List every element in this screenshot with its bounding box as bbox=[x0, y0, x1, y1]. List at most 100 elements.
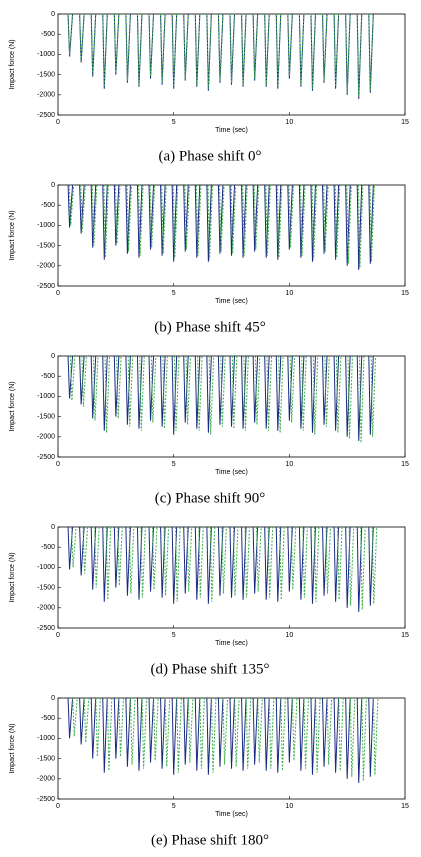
spike bbox=[275, 697, 282, 773]
y-tick-label: -2000 bbox=[37, 263, 55, 270]
spike bbox=[209, 526, 216, 602]
spike bbox=[241, 526, 247, 600]
spike bbox=[171, 184, 178, 262]
spike bbox=[194, 355, 201, 429]
spike bbox=[208, 355, 215, 435]
x-tick-label: 15 bbox=[401, 119, 409, 126]
spike bbox=[148, 355, 155, 421]
spike bbox=[90, 355, 97, 419]
spike bbox=[183, 697, 189, 765]
spike bbox=[357, 184, 364, 268]
spike bbox=[102, 355, 108, 431]
spike bbox=[287, 697, 293, 763]
spike bbox=[241, 355, 247, 429]
y-tick-label: -1000 bbox=[37, 564, 55, 571]
spike bbox=[171, 355, 178, 435]
spike bbox=[72, 697, 78, 737]
spike bbox=[93, 355, 99, 421]
y-tick-label: -2000 bbox=[37, 434, 55, 441]
spike bbox=[80, 184, 86, 232]
y-tick-label: 0 bbox=[51, 182, 55, 189]
y-tick-label: -2500 bbox=[37, 625, 55, 632]
spike bbox=[79, 697, 85, 745]
spike bbox=[175, 526, 181, 602]
y-tick-label: -2500 bbox=[37, 454, 55, 461]
spike bbox=[130, 697, 136, 765]
spike bbox=[232, 526, 239, 596]
spike bbox=[183, 184, 189, 252]
spike bbox=[69, 355, 76, 401]
spike bbox=[345, 13, 351, 93]
spike bbox=[252, 184, 259, 252]
spike bbox=[335, 355, 342, 433]
spike bbox=[79, 526, 85, 576]
spike bbox=[67, 697, 74, 739]
spike bbox=[371, 526, 378, 604]
spike bbox=[125, 355, 131, 425]
spike bbox=[148, 184, 155, 250]
x-tick-label: 0 bbox=[56, 461, 60, 468]
spike bbox=[183, 355, 189, 423]
spike bbox=[217, 355, 224, 425]
spike bbox=[268, 697, 275, 769]
spike bbox=[345, 355, 351, 437]
spike bbox=[333, 184, 340, 260]
spike bbox=[136, 13, 143, 85]
spike bbox=[90, 526, 97, 590]
x-axis-label: Time (sec) bbox=[215, 127, 248, 134]
spike bbox=[220, 355, 226, 427]
spike bbox=[113, 355, 120, 417]
spike bbox=[161, 184, 167, 254]
spike bbox=[322, 355, 328, 425]
x-tick-label: 5 bbox=[172, 632, 176, 639]
spike bbox=[361, 697, 367, 781]
spike bbox=[71, 526, 77, 568]
spike bbox=[206, 184, 212, 262]
y-axis-label: Impact force (N) bbox=[9, 381, 16, 431]
spike bbox=[185, 355, 192, 425]
y-tick-label: 0 bbox=[51, 11, 55, 18]
x-tick-label: 15 bbox=[401, 461, 409, 468]
y-tick-label: -1000 bbox=[37, 735, 55, 742]
spike bbox=[310, 697, 316, 775]
x-axis-label: Time (sec) bbox=[215, 640, 248, 647]
spike bbox=[210, 697, 217, 773]
spike bbox=[160, 184, 166, 256]
spike bbox=[125, 13, 131, 81]
spike bbox=[356, 697, 363, 783]
x-tick-label: 10 bbox=[285, 290, 293, 297]
spike bbox=[183, 13, 189, 79]
spike bbox=[252, 355, 259, 423]
spike bbox=[301, 355, 307, 431]
spike bbox=[138, 184, 144, 256]
spike bbox=[325, 526, 332, 594]
y-tick-label: -1000 bbox=[37, 393, 55, 400]
x-tick-label: 0 bbox=[56, 632, 60, 639]
spike bbox=[79, 184, 85, 234]
spike bbox=[310, 13, 316, 89]
spike bbox=[136, 355, 143, 429]
spike bbox=[136, 526, 143, 600]
spike bbox=[194, 13, 201, 85]
spike bbox=[244, 526, 251, 598]
y-tick-label: -1500 bbox=[37, 242, 55, 249]
spike bbox=[348, 526, 355, 606]
spike bbox=[298, 355, 305, 429]
spike bbox=[160, 13, 166, 83]
y-axis-label: Impact force (N) bbox=[9, 723, 16, 773]
spike bbox=[241, 13, 247, 85]
spike bbox=[160, 526, 166, 598]
spike bbox=[287, 184, 293, 250]
y-axis-label: Impact force (N) bbox=[9, 552, 16, 602]
spike bbox=[194, 697, 201, 771]
x-tick-label: 15 bbox=[401, 290, 409, 297]
spike bbox=[300, 184, 306, 256]
spike bbox=[359, 355, 365, 443]
spike bbox=[90, 13, 97, 77]
spike bbox=[102, 697, 108, 773]
spike bbox=[102, 184, 108, 260]
spike bbox=[194, 526, 201, 600]
spike bbox=[217, 184, 224, 254]
